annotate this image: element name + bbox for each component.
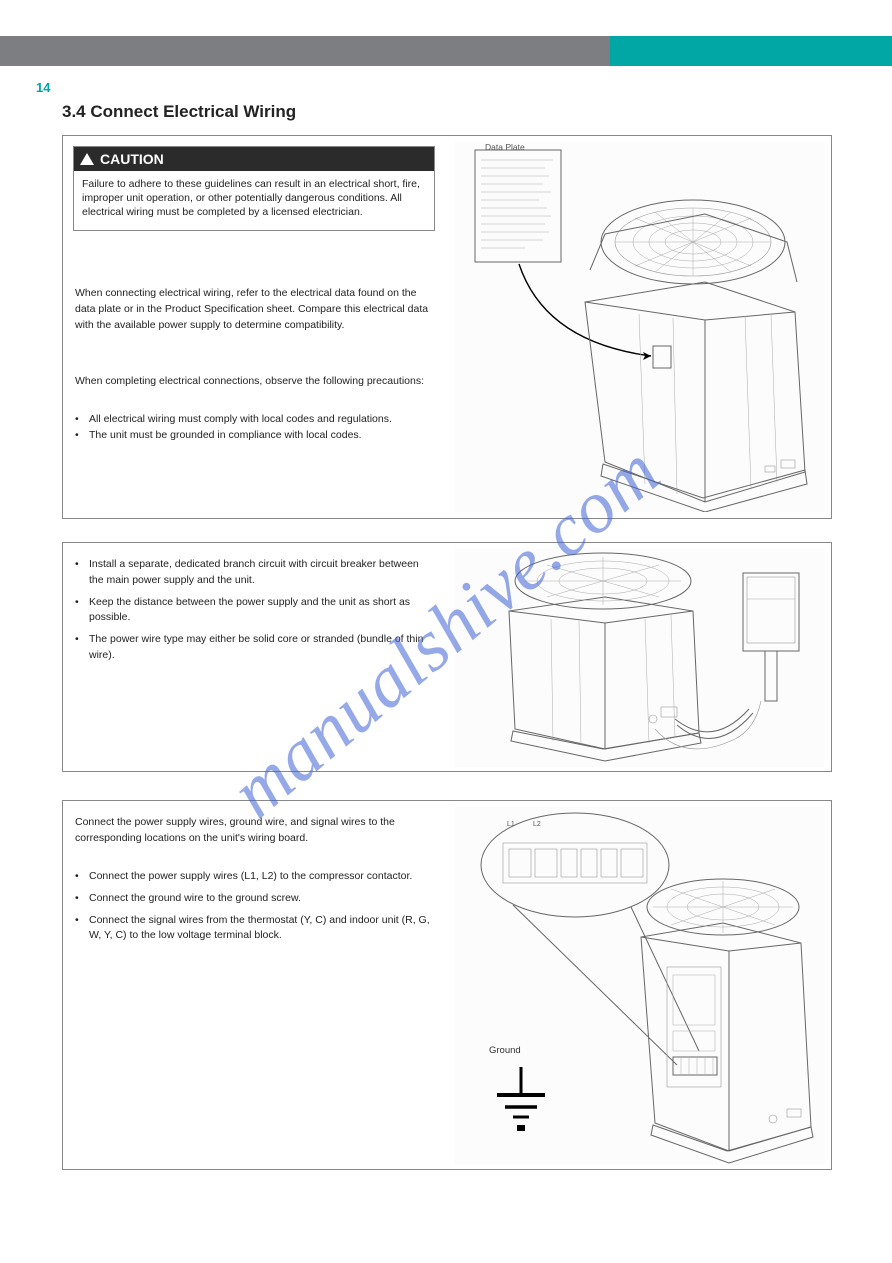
panel3-bullets: •Connect the power supply wires (L1, L2)… — [75, 869, 435, 944]
panel1-text1: When connecting electrical wiring, refer… — [75, 286, 435, 333]
caution-header: CAUTION — [74, 147, 434, 171]
l2-label: L2 — [533, 821, 541, 828]
list-item: •Keep the distance between the power sup… — [75, 595, 435, 627]
bullet-text: Keep the distance between the power supp… — [89, 595, 435, 627]
page-number: 14 — [36, 80, 50, 95]
panel-wiring-board: Connect the power supply wires, ground w… — [62, 800, 832, 1170]
list-item: •Connect the signal wires from the therm… — [75, 913, 435, 945]
top-bar — [0, 36, 892, 66]
list-item: •The power wire type may either be solid… — [75, 632, 435, 664]
figure-wiring-board: L1 L2 Ground — [455, 807, 825, 1165]
condenser-unit-illustration — [455, 142, 825, 512]
bullet-text: The unit must be grounded in compliance … — [89, 428, 362, 444]
list-item: •Connect the power supply wires (L1, L2)… — [75, 869, 435, 885]
ground-symbol-icon — [497, 1067, 545, 1131]
figure-data-plate: Data Plate — [455, 142, 825, 512]
figure-disconnect-box — [455, 549, 825, 767]
panel-data-plate: CAUTION Failure to adhere to these guide… — [62, 135, 832, 519]
panel1-bullets: •All electrical wiring must comply with … — [75, 412, 435, 444]
bullet-text: Connect the power supply wires (L1, L2) … — [89, 869, 412, 885]
l1-label: L1 — [507, 821, 515, 828]
panel3-text: Connect the power supply wires, ground w… — [75, 815, 435, 847]
list-item: •Install a separate, dedicated branch ci… — [75, 557, 435, 589]
bullet-text: Connect the ground wire to the ground sc… — [89, 891, 301, 907]
bullet-text: Connect the signal wires from the thermo… — [89, 913, 435, 945]
panel1-text2: When completing electrical connections, … — [75, 374, 435, 390]
bullet-text: All electrical wiring must comply with l… — [89, 412, 392, 428]
section-title: 3.4 Connect Electrical Wiring — [62, 102, 296, 122]
wiring-board-illustration — [455, 807, 825, 1165]
caution-box: CAUTION Failure to adhere to these guide… — [73, 146, 435, 231]
caution-header-text: CAUTION — [100, 151, 164, 167]
caution-body-text: Failure to adhere to these guidelines ca… — [74, 171, 434, 230]
bullet-text: Install a separate, dedicated branch cir… — [89, 557, 435, 589]
panel-disconnect: •Install a separate, dedicated branch ci… — [62, 542, 832, 772]
top-bar-teal — [610, 36, 892, 66]
panel2-bullets: •Install a separate, dedicated branch ci… — [75, 557, 435, 664]
condenser-with-disconnect-illustration — [455, 549, 825, 767]
warning-triangle-icon — [80, 153, 94, 165]
list-item: •Connect the ground wire to the ground s… — [75, 891, 435, 907]
data-plate-label: Data Plate — [485, 142, 525, 152]
bullet-text: The power wire type may either be solid … — [89, 632, 435, 664]
list-item: •The unit must be grounded in compliance… — [75, 428, 435, 444]
list-item: •All electrical wiring must comply with … — [75, 412, 435, 428]
ground-label: Ground — [489, 1045, 521, 1056]
top-bar-gray — [0, 36, 610, 66]
